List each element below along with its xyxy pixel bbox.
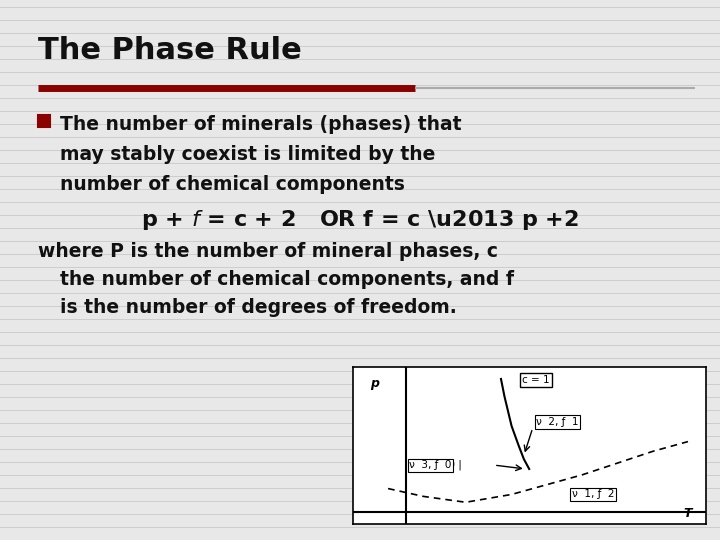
Text: where P is the number of mineral phases, c: where P is the number of mineral phases,…	[38, 242, 498, 261]
Text: T: T	[683, 507, 691, 520]
Text: |ν  3, ƒ  0 |: |ν 3, ƒ 0 |	[409, 460, 462, 470]
Text: is the number of degrees of freedom.: is the number of degrees of freedom.	[60, 298, 456, 317]
Text: ν  2, ƒ  1: ν 2, ƒ 1	[536, 417, 579, 427]
Text: p + $\it{f}$ = c + 2   OR f = c \u2013 p +2: p + $\it{f}$ = c + 2 OR f = c \u2013 p +…	[141, 208, 579, 232]
Text: may stably coexist is limited by the: may stably coexist is limited by the	[60, 145, 436, 164]
Text: c = 1: c = 1	[523, 375, 550, 385]
Text: number of chemical components: number of chemical components	[60, 175, 405, 194]
Text: The Phase Rule: The Phase Rule	[38, 36, 302, 65]
Text: ν  3, ƒ  0: ν 3, ƒ 0	[409, 460, 451, 470]
Text: The number of minerals (phases) that: The number of minerals (phases) that	[60, 115, 462, 134]
Text: ν  1, ƒ  2: ν 1, ƒ 2	[572, 489, 614, 500]
Text: the number of chemical components, and f: the number of chemical components, and f	[60, 270, 514, 289]
Bar	[38, 115, 50, 127]
Text: p: p	[371, 377, 379, 390]
